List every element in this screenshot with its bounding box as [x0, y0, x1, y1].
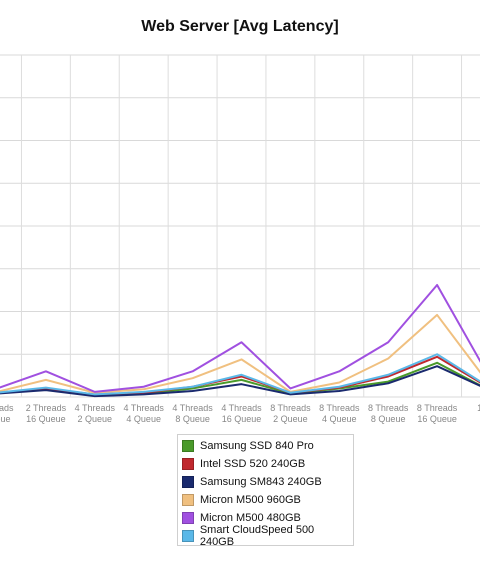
- x-tick-label: 16 T2: [477, 403, 480, 424]
- x-tick-label: 8 Threads 16 Queue: [417, 403, 458, 424]
- series-line: [0, 313, 480, 394]
- chart-title: Web Server [Avg Latency]: [141, 18, 339, 35]
- x-tick-label: 4 Threads 16 Queue: [221, 403, 262, 424]
- legend-swatch: [182, 458, 194, 470]
- legend-swatch: [182, 440, 194, 452]
- legend-label: Samsung SM843 240GB: [200, 476, 322, 488]
- x-tick-label: 8 Threads 2 Queue: [270, 403, 311, 424]
- x-tick-label: 8 Threads 4 Queue: [319, 403, 360, 424]
- legend-label: Intel SSD 520 240GB: [200, 458, 306, 470]
- chart-legend: Samsung SSD 840 Pro Intel SSD 520 240GB Sa…: [177, 434, 354, 548]
- chart-series: [0, 283, 480, 398]
- legend-swatch: [182, 476, 194, 488]
- legend-item[interactable]: Samsung SSD 840 Pro: [182, 437, 349, 455]
- legend-label: Micron M500 960GB: [200, 494, 301, 506]
- series-line: [0, 365, 480, 398]
- legend-swatch: [182, 512, 194, 524]
- series-line: [0, 283, 480, 393]
- x-tick-label: 4 Threads 4 Queue: [124, 403, 165, 424]
- series-line: [0, 353, 480, 396]
- legend-label: Samsung SSD 840 Pro: [200, 440, 314, 452]
- legend-label: Smart CloudSpeed 500 240GB: [199, 524, 315, 548]
- x-tick-label: 4 Threads 8 Queue: [172, 403, 213, 424]
- legend-swatch: [182, 494, 194, 506]
- x-tick-label: 2 Threads 16 Queue: [26, 403, 67, 424]
- legend-item[interactable]: Smart CloudSpeed 500 240GB: [182, 524, 349, 548]
- chart-grid: [0, 54, 480, 398]
- x-tick-label: ThreadsQueue: [0, 403, 14, 424]
- x-tick-label: 8 Threads 8 Queue: [368, 403, 409, 424]
- legend-item[interactable]: Micron M500 480GB: [182, 509, 349, 527]
- legend-item[interactable]: Samsung SM843 240GB: [182, 473, 349, 491]
- legend-swatch: [182, 530, 194, 542]
- legend-item[interactable]: Intel SSD 520 240GB: [182, 455, 349, 473]
- legend-label: Micron M500 480GB: [200, 512, 301, 524]
- legend-item[interactable]: Micron M500 960GB: [182, 491, 349, 509]
- x-tick-label: 4 Threads 2 Queue: [75, 403, 116, 424]
